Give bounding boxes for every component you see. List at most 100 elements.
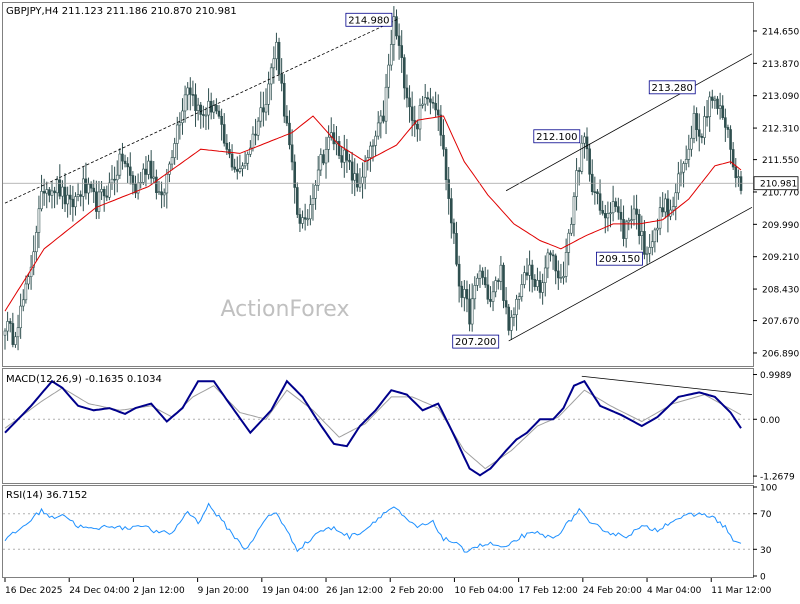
price-tick-label: 213.090 — [762, 92, 799, 102]
candle-body — [504, 300, 508, 308]
time-tick-label: 9 Jan 20:00 — [198, 586, 250, 596]
candle-body — [189, 87, 192, 95]
candle-body — [389, 44, 393, 66]
candle-body — [11, 323, 15, 345]
candle-body — [311, 197, 315, 206]
candle-body — [543, 267, 547, 283]
candle-body — [724, 117, 727, 128]
candle-body — [58, 179, 62, 197]
rsi-panel-title: RSI(14) 36.7152 — [6, 490, 87, 501]
candle-body — [463, 289, 466, 298]
candle-body — [97, 191, 101, 212]
price-labels: 214.980 212.100 213.280 209.150 207.200 — [345, 12, 696, 349]
candle-body — [682, 163, 685, 173]
candle-body — [142, 168, 145, 183]
candle-body — [27, 276, 30, 285]
macd-y-axis: 0.9989 0.00 -1.2679 — [753, 371, 795, 483]
candle-body — [168, 163, 171, 175]
candle-body — [465, 289, 469, 300]
candle-body — [643, 231, 646, 255]
candle-body — [690, 137, 693, 150]
candle-body — [48, 189, 51, 196]
candle-body — [157, 191, 161, 194]
candle-body — [624, 221, 628, 239]
candle-body — [470, 298, 474, 325]
candle-body — [596, 191, 599, 194]
price-tick-label: 214.650 — [762, 27, 799, 37]
candle-body — [564, 252, 568, 277]
candle-body — [687, 148, 691, 160]
candle-body — [123, 160, 127, 164]
candle-body — [650, 241, 654, 248]
candle-body — [87, 183, 90, 194]
rsi-tick-label: 0 — [760, 573, 766, 583]
candle-body — [577, 170, 581, 172]
channel-line — [505, 53, 753, 192]
candle-body — [520, 284, 524, 297]
candle-body — [363, 160, 367, 178]
candle-body — [525, 272, 529, 276]
candle-body — [431, 101, 435, 104]
candle-body — [489, 298, 492, 302]
candle-body — [429, 98, 432, 103]
time-tick-label: 2 Feb 20:00 — [390, 586, 444, 596]
candle-body — [403, 57, 406, 89]
candle-body — [102, 188, 106, 197]
candle-body — [703, 116, 706, 138]
rsi-tick-label: 70 — [760, 510, 772, 520]
candle-body — [619, 211, 623, 220]
candle-body — [622, 219, 625, 239]
candle-body — [533, 279, 537, 287]
candle-body — [53, 190, 56, 194]
candle-body — [324, 149, 328, 164]
candle-body — [301, 217, 304, 224]
candle-body — [108, 182, 111, 198]
candle-body — [554, 255, 557, 272]
price-tick-label: 211.550 — [762, 156, 799, 166]
candle-body — [337, 141, 341, 156]
candle-body — [175, 124, 179, 144]
price-label-box — [533, 129, 581, 144]
candle-body — [630, 219, 633, 222]
candle-body — [468, 298, 471, 325]
candle-body — [434, 103, 437, 111]
candle-body — [737, 176, 740, 179]
candle-body — [14, 336, 17, 345]
candle-body — [716, 98, 719, 109]
candle-body — [491, 291, 495, 302]
price-label-box — [345, 12, 393, 27]
current-price-marker: 210.981 — [3, 176, 799, 191]
candle-body — [418, 105, 422, 130]
price-label-box — [648, 80, 696, 95]
candle-body — [345, 149, 349, 161]
time-tick-label: 16 Dec 2025 — [5, 586, 63, 596]
candle-body — [55, 179, 59, 194]
candle-body — [110, 178, 114, 184]
candle-body — [356, 173, 359, 188]
candle-body — [66, 194, 69, 205]
candle-body — [272, 58, 276, 69]
time-x-axis: 16 Dec 2025 24 Dec 04:00 2 Jan 12:00 9 Jan … — [4, 578, 772, 596]
candle-body — [603, 213, 607, 219]
candle-body — [222, 124, 226, 144]
candle-body — [648, 247, 651, 254]
candle-body — [254, 133, 257, 136]
candle-body — [457, 263, 461, 287]
candle-body — [376, 122, 380, 137]
candle-body — [507, 306, 511, 331]
price-panel-frame — [2, 2, 754, 367]
candle-body — [293, 161, 297, 188]
rsi-panel-frame — [2, 485, 754, 578]
candle-body — [473, 285, 477, 300]
macd-tick-label: -1.2679 — [760, 473, 795, 483]
candle-body — [410, 106, 414, 121]
candle-body — [235, 169, 239, 172]
candle-body — [165, 173, 169, 194]
candle-body — [695, 113, 698, 131]
candle-body — [217, 110, 221, 117]
candle-body — [100, 188, 103, 193]
candle-body — [387, 64, 390, 88]
candle-body — [204, 114, 208, 117]
candle-body — [220, 115, 223, 125]
